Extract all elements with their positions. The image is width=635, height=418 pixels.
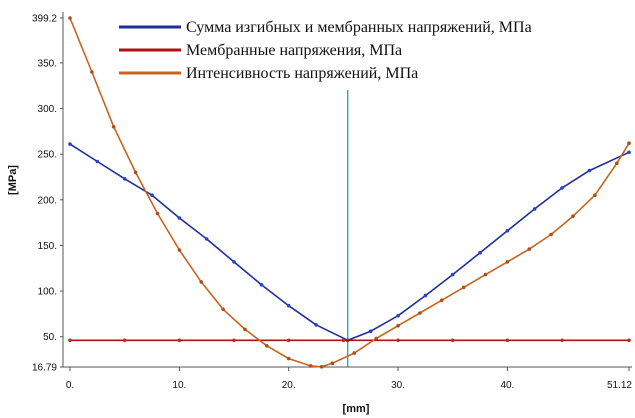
data-point-membrane bbox=[450, 338, 455, 343]
data-point-bending-membrane bbox=[627, 150, 631, 155]
x-tick-label: 40. bbox=[500, 380, 514, 391]
data-point-bending-membrane bbox=[450, 272, 455, 277]
data-point-bending-membrane bbox=[314, 323, 318, 327]
data-point-membrane bbox=[341, 338, 346, 343]
data-point-intensity bbox=[374, 336, 379, 341]
data-point-membrane bbox=[177, 338, 182, 343]
data-point-membrane bbox=[627, 338, 631, 343]
data-point-intensity bbox=[571, 214, 575, 218]
data-point-membrane bbox=[286, 338, 291, 343]
legend-label-intensity: Интенсивность напряжений, МПа bbox=[186, 65, 418, 82]
x-axis-ticks: 0. 10. 20. 30. 40. 51.12 bbox=[66, 367, 632, 391]
data-point-intensity bbox=[396, 323, 400, 328]
data-point-bending-membrane bbox=[587, 168, 592, 173]
legend-label-membrane: Мембранные напряжения, МПа bbox=[186, 42, 402, 59]
data-point-intensity bbox=[505, 260, 510, 264]
y-tick-label: 200. bbox=[38, 195, 57, 206]
data-point-bending-membrane bbox=[368, 329, 373, 334]
data-point-intensity bbox=[177, 248, 182, 252]
x-tick-label: 51.12 bbox=[607, 380, 632, 391]
data-point-intensity bbox=[418, 311, 422, 315]
legend-label-bending-membrane: Сумма изгибных и мембранных напряжений, … bbox=[186, 19, 532, 36]
data-point-intensity bbox=[627, 141, 631, 145]
data-point-bending-membrane bbox=[423, 293, 428, 298]
data-point-bending-membrane bbox=[95, 159, 100, 164]
data-point-intensity bbox=[330, 361, 335, 366]
data-point-membrane bbox=[68, 338, 72, 343]
data-point-membrane bbox=[396, 338, 400, 343]
data-point-bending-membrane bbox=[560, 186, 564, 190]
data-point-intensity bbox=[461, 285, 466, 290]
data-point-intensity bbox=[90, 70, 94, 74]
data-point-bending-membrane bbox=[68, 142, 72, 146]
series-bending-membrane bbox=[68, 142, 631, 343]
x-tick-label: 20. bbox=[282, 380, 296, 391]
data-point-intensity bbox=[549, 232, 553, 237]
data-point-intensity bbox=[221, 307, 225, 312]
x-tick-label: 10. bbox=[172, 380, 186, 391]
y-axis-ticks: 16.79 50. 100. 150. 200. 250. 300. 350. 399.2 bbox=[32, 14, 63, 374]
data-point-intensity bbox=[243, 327, 247, 332]
y-tick-label: 50. bbox=[43, 332, 57, 343]
data-point-bending-membrane bbox=[204, 237, 209, 241]
data-point-bending-membrane bbox=[478, 250, 482, 255]
data-point-membrane bbox=[122, 338, 127, 343]
y-tick-label: 16.79 bbox=[32, 363, 57, 374]
x-tick-label: 30. bbox=[391, 380, 405, 391]
data-point-bending-membrane bbox=[396, 313, 400, 318]
legend: Сумма изгибных и мембранных напряжений, … bbox=[119, 19, 532, 82]
plot-area: 16.79 50. 100. 150. 200. 250. 300. 350. 399.2 0.… bbox=[32, 12, 632, 391]
data-point-intensity bbox=[155, 211, 160, 216]
data-point-intensity bbox=[68, 16, 72, 20]
data-point-membrane bbox=[560, 338, 564, 343]
y-tick-label: 399.2 bbox=[32, 14, 57, 25]
data-point-intensity bbox=[352, 351, 357, 355]
y-axis-title: [MPa] bbox=[7, 165, 19, 195]
data-point-intensity bbox=[527, 247, 532, 251]
y-tick-label: 250. bbox=[38, 150, 57, 161]
y-tick-label: 350. bbox=[38, 58, 57, 69]
data-point-intensity bbox=[265, 344, 269, 348]
data-point-bending-membrane bbox=[259, 282, 264, 287]
data-point-bending-membrane bbox=[532, 207, 537, 211]
x-axis-title: [mm] bbox=[343, 403, 370, 415]
data-point-bending-membrane bbox=[286, 303, 291, 308]
data-point-intensity bbox=[133, 170, 138, 175]
series-layer bbox=[68, 16, 631, 369]
series-line-bending-membrane bbox=[69, 143, 630, 342]
data-point-intensity bbox=[111, 125, 116, 129]
data-point-intensity bbox=[483, 272, 488, 277]
data-point-intensity bbox=[308, 364, 313, 368]
y-tick-label: 100. bbox=[38, 287, 57, 298]
series-intensity bbox=[68, 16, 631, 369]
data-point-intensity bbox=[319, 365, 324, 369]
data-point-intensity bbox=[615, 161, 619, 166]
data-point-bending-membrane bbox=[122, 177, 127, 181]
data-point-membrane bbox=[505, 338, 510, 343]
y-tick-label: 150. bbox=[38, 241, 57, 252]
data-point-membrane bbox=[232, 338, 236, 343]
data-point-intensity bbox=[199, 280, 203, 284]
series-membrane bbox=[68, 338, 631, 343]
x-tick-label: 0. bbox=[66, 380, 74, 391]
data-point-intensity bbox=[286, 356, 291, 361]
data-point-bending-membrane bbox=[232, 260, 236, 264]
data-point-intensity bbox=[440, 298, 444, 303]
y-tick-label: 300. bbox=[38, 104, 57, 115]
series-line-intensity bbox=[69, 17, 630, 368]
data-point-intensity bbox=[593, 193, 597, 197]
data-point-bending-membrane bbox=[150, 193, 154, 197]
data-point-bending-membrane bbox=[177, 216, 182, 220]
data-point-bending-membrane bbox=[505, 229, 510, 233]
